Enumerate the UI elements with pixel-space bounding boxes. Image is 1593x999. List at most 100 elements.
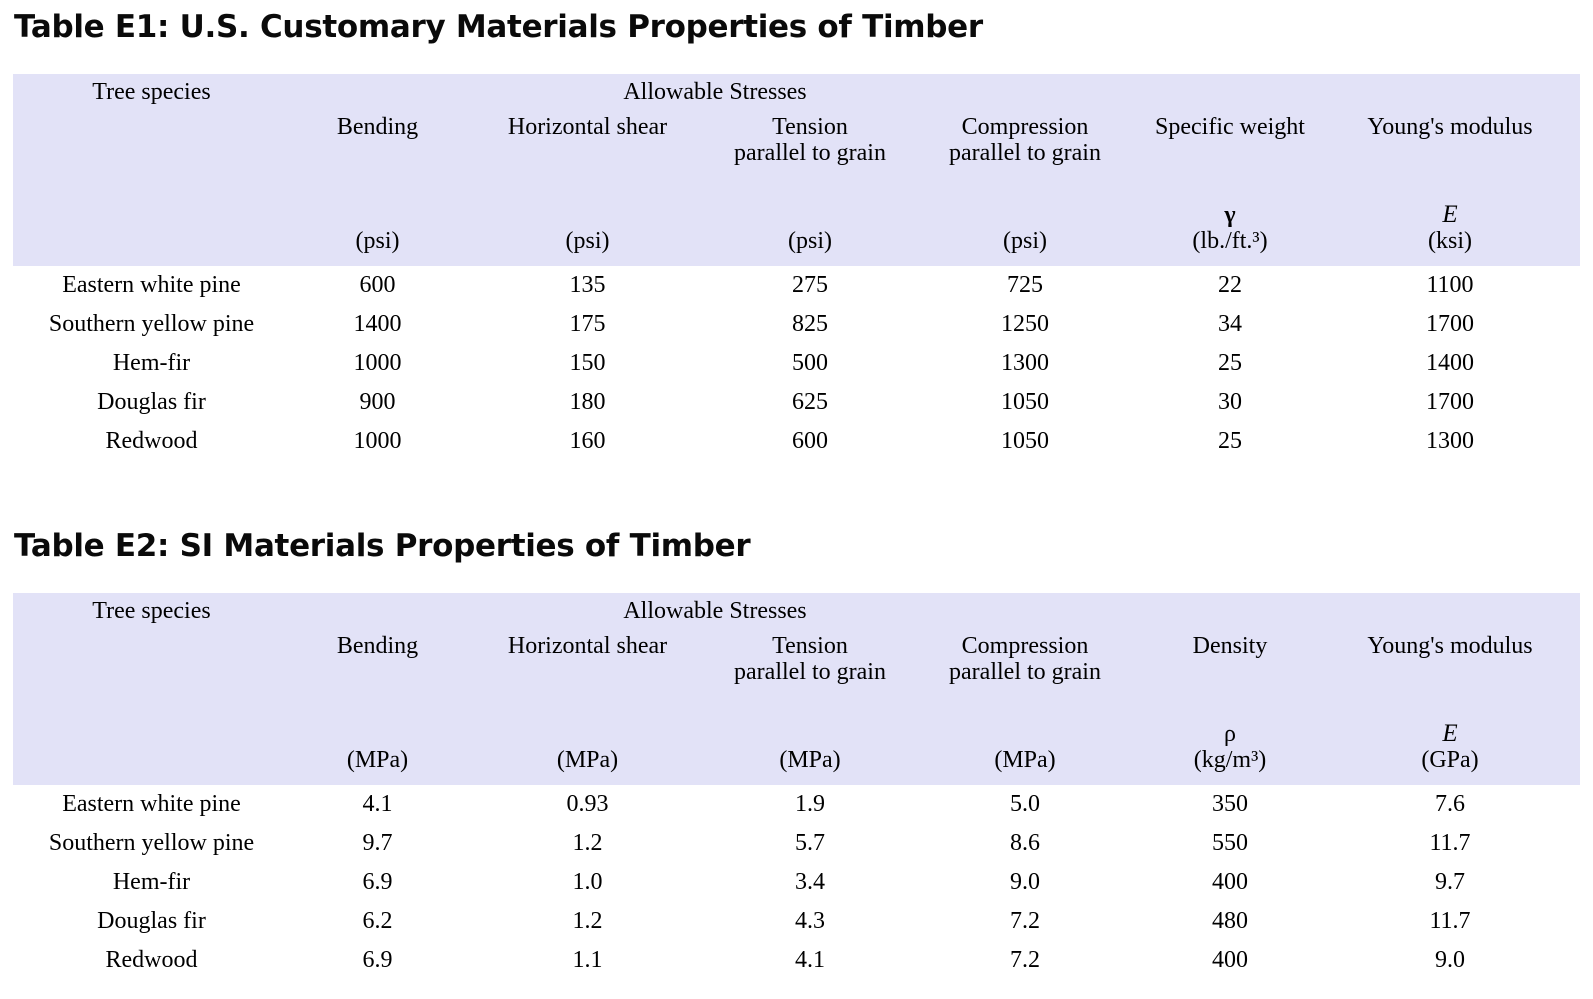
column-header: Compression parallel to grain — [910, 114, 1140, 192]
column-label: Horizontal shear — [507, 114, 668, 140]
value-cell: 1.0 — [572, 869, 603, 895]
species-cell: Hem-fir — [112, 869, 191, 895]
column-label: Young's modulus — [1367, 114, 1533, 140]
column-unit: (psi) — [355, 228, 400, 254]
value-cell: 600 — [792, 428, 828, 454]
value-cell: 11.7 — [1429, 908, 1471, 934]
value-cell: 7.2 — [1010, 908, 1040, 934]
value-cell: 25 — [1218, 428, 1242, 454]
empty-cell — [13, 747, 290, 785]
value-cell: 7.2 — [1010, 947, 1040, 973]
species-cell: Southern yellow pine — [48, 311, 255, 337]
column-symbol: E — [1442, 720, 1458, 747]
column-unit: (psi) — [1003, 228, 1047, 254]
table-title: Table E2: SI Materials Properties of Tim… — [14, 528, 751, 564]
value-cell: 1700 — [1426, 389, 1474, 415]
column-label: Horizontal shear — [507, 633, 668, 659]
table-header: Tree species Allowable Stresses Bending … — [13, 593, 1580, 785]
column-unit: (MPa) — [346, 747, 409, 773]
value-cell: 9.7 — [1435, 869, 1465, 895]
empty-cell — [1320, 74, 1580, 114]
value-cell: 825 — [792, 311, 828, 337]
value-cell: 1050 — [1001, 389, 1049, 415]
column-symbol: ρ — [1224, 721, 1236, 747]
value-cell: 135 — [569, 272, 606, 298]
value-cell: 400 — [1212, 947, 1248, 973]
value-cell: 1000 — [353, 350, 402, 376]
table-row: Eastern white pine 4.1 0.93 1.9 5.0 350 7.6 — [13, 785, 1580, 824]
column-unit: (MPa) — [556, 747, 619, 773]
value-cell: 550 — [1212, 830, 1248, 856]
column-header: Horizontal shear — [465, 114, 710, 192]
value-cell: 1400 — [353, 311, 402, 337]
value-cell: 3.4 — [795, 869, 825, 895]
empty-cell — [13, 633, 290, 711]
value-cell: 9.0 — [1435, 947, 1465, 973]
column-symbol — [290, 192, 465, 228]
column-unit: (kg/m³) — [1193, 747, 1267, 773]
column-header: Young's modulus — [1320, 114, 1580, 192]
value-cell: 6.9 — [362, 947, 393, 973]
table-row: Douglas fir 900 180 625 1050 30 1700 — [13, 383, 1580, 422]
column-label: Tension — [772, 114, 848, 140]
column-symbol — [465, 192, 710, 228]
value-cell: 900 — [359, 389, 396, 415]
column-sublabel: parallel to grain — [734, 140, 886, 166]
column-label: Young's modulus — [1367, 633, 1533, 659]
value-cell: 180 — [569, 389, 606, 415]
value-cell: 6.9 — [362, 869, 393, 895]
value-cell: 25 — [1218, 350, 1242, 376]
value-cell: 6.2 — [362, 908, 393, 934]
column-label: Specific weight — [1155, 114, 1305, 140]
empty-cell — [13, 114, 290, 192]
header-group-row: Tree species Allowable Stresses — [13, 74, 1580, 114]
column-label: Tension — [772, 633, 848, 659]
timber-table-2: Table E2: SI Materials Properties of Tim… — [0, 525, 1593, 980]
value-cell: 500 — [792, 350, 828, 376]
units-row: (psi) (psi) (psi) (psi) (lb./ft.³) (ksi) — [13, 228, 1580, 266]
column-header: Bending — [290, 633, 465, 711]
materials-properties-table: Tree species Allowable Stresses Bending … — [13, 593, 1580, 980]
table-row: Southern yellow pine 1400 175 825 1250 34 1700 — [13, 305, 1580, 344]
value-cell: 4.1 — [362, 791, 393, 817]
column-unit: (MPa) — [994, 747, 1056, 773]
species-cell: Douglas fir — [97, 389, 206, 415]
species-cell: Hem-fir — [112, 350, 191, 376]
value-cell: 9.7 — [362, 830, 393, 856]
column-header: Density — [1140, 633, 1320, 711]
species-cell: Redwood — [105, 947, 198, 973]
table-row: Hem-fir 1000 150 500 1300 25 1400 — [13, 344, 1580, 383]
table-row: Douglas fir 6.2 1.2 4.3 7.2 480 11.7 — [13, 902, 1580, 941]
column-symbol — [290, 711, 465, 747]
value-cell: 22 — [1218, 272, 1242, 298]
empty-cell — [13, 711, 290, 747]
column-symbol: γ — [1224, 202, 1236, 228]
table-row: Southern yellow pine 9.7 1.2 5.7 8.6 550 11.7 — [13, 824, 1580, 863]
table-row: Redwood 6.9 1.1 4.1 7.2 400 9.0 — [13, 941, 1580, 980]
value-cell: 600 — [359, 272, 396, 298]
value-cell: 275 — [792, 272, 828, 298]
value-cell: 1.9 — [795, 791, 825, 817]
column-label: Bending — [336, 114, 419, 140]
value-cell: 1250 — [1001, 311, 1049, 337]
table-body: Eastern white pine 600 135 275 725 22 1100 Sout… — [13, 266, 1580, 461]
value-cell: 7.6 — [1435, 791, 1465, 817]
column-symbol — [910, 711, 1140, 747]
value-cell: 5.0 — [1010, 791, 1040, 817]
species-cell: Southern yellow pine — [48, 830, 255, 856]
value-cell: 11.7 — [1429, 830, 1471, 856]
species-cell: Eastern white pine — [62, 272, 241, 298]
empty-cell — [1320, 593, 1580, 633]
value-cell: 1300 — [1001, 350, 1049, 376]
column-symbol: E — [1442, 201, 1458, 228]
table-row: Eastern white pine 600 135 275 725 22 1100 — [13, 266, 1580, 305]
value-cell: 4.3 — [795, 908, 825, 934]
value-cell: 160 — [569, 428, 606, 454]
column-header: Young's modulus — [1320, 633, 1580, 711]
column-sublabel: parallel to grain — [734, 659, 886, 685]
value-cell: 350 — [1212, 791, 1248, 817]
column-symbol — [910, 192, 1140, 228]
value-cell: 1.2 — [572, 830, 603, 856]
column-unit: (MPa) — [779, 747, 841, 773]
